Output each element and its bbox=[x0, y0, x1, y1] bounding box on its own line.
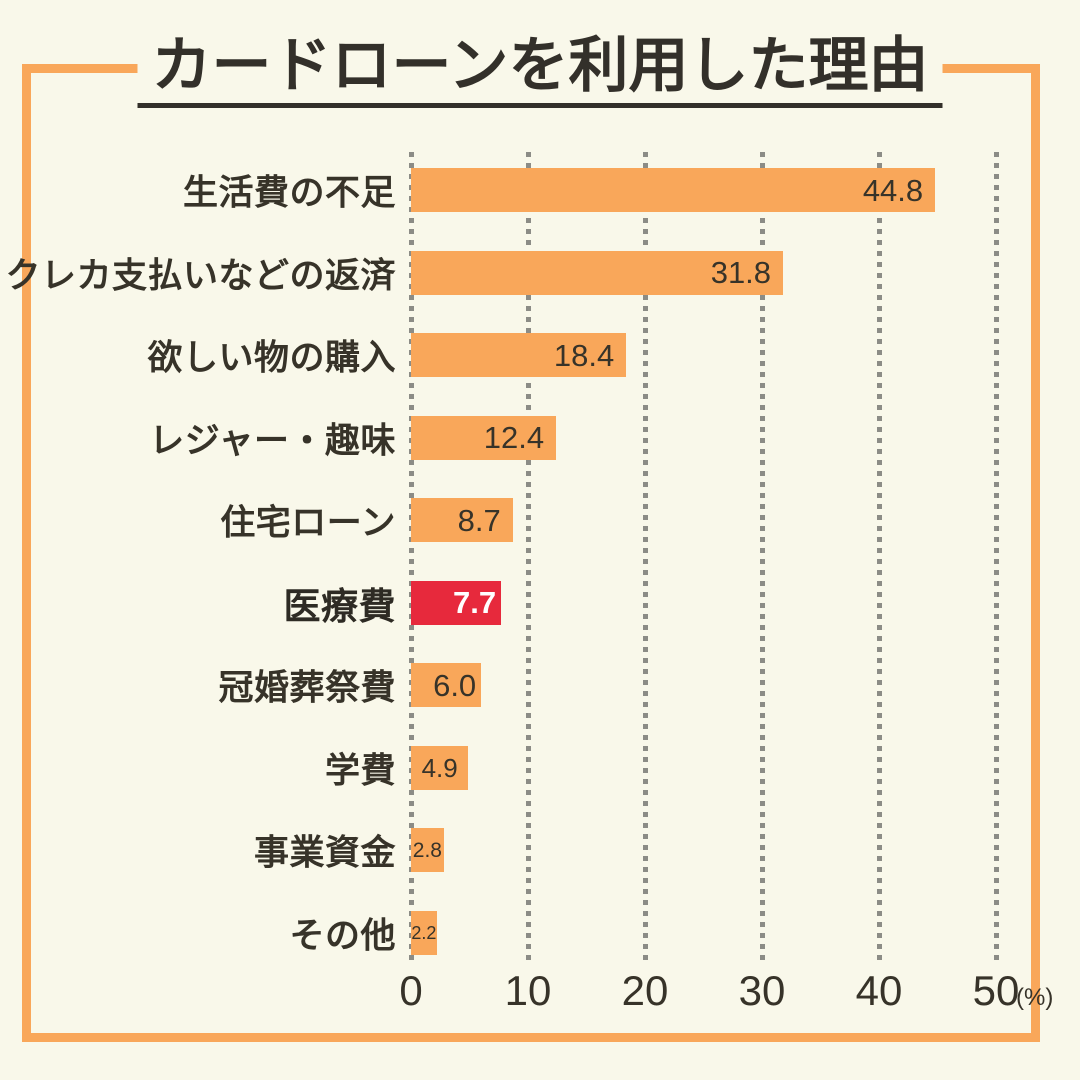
value-label: 6.0 bbox=[433, 667, 477, 703]
category-label: クレカ支払いなどの返済 bbox=[5, 256, 396, 296]
axis-tick-label: 40 bbox=[855, 967, 903, 1014]
axis-unit-label: (%) bbox=[1016, 984, 1054, 1011]
bar-row: 事業資金 2.8 bbox=[0, 809, 1080, 892]
category-label: 事業資金 bbox=[253, 833, 396, 873]
bar-row: レジャー・趣味 12.4 bbox=[0, 397, 1080, 480]
bar: 44.8 bbox=[411, 168, 936, 213]
page-title: カードローンを利用した理由 bbox=[137, 34, 943, 108]
category-label: 欲しい物の購入 bbox=[147, 338, 396, 378]
value-label: 4.9 bbox=[421, 752, 458, 783]
value-label: 44.8 bbox=[862, 172, 924, 208]
x-axis: 0 10 20 30 40 50 (%) bbox=[0, 970, 1080, 1030]
category-label: 医療費 bbox=[283, 585, 396, 627]
category-label: その他 bbox=[289, 916, 396, 956]
bar-row: 欲しい物の購入 18.4 bbox=[0, 314, 1080, 397]
axis-tick-label: 30 bbox=[738, 967, 786, 1014]
bar-row: 住宅ローン 8.7 bbox=[0, 479, 1080, 562]
bar-highlighted: 7.7 bbox=[411, 580, 502, 625]
category-label: 冠婚葬祭費 bbox=[218, 668, 396, 708]
value-label: 31.8 bbox=[710, 255, 772, 291]
bar: 18.4 bbox=[411, 333, 627, 378]
gridline bbox=[759, 152, 765, 966]
bar: 12.4 bbox=[411, 415, 557, 460]
value-label: 12.4 bbox=[483, 420, 545, 456]
axis-tick-label: 20 bbox=[621, 967, 669, 1014]
bar-row: その他 2.2 bbox=[0, 892, 1080, 975]
bar-row: 生活費の不足 44.8 bbox=[0, 149, 1080, 232]
bar: 2.8 bbox=[411, 828, 444, 873]
category-label: レジャー・趣味 bbox=[149, 421, 396, 461]
gridline bbox=[642, 152, 648, 966]
gridline bbox=[408, 152, 414, 966]
bar: 4.9 bbox=[411, 745, 469, 790]
bar: 2.2 bbox=[411, 910, 437, 955]
category-label: 生活費の不足 bbox=[182, 173, 396, 213]
bar-row: 医療費 7.7 bbox=[0, 562, 1080, 645]
category-label: 学費 bbox=[324, 751, 396, 791]
axis-tick-label: 0 bbox=[399, 967, 423, 1014]
gridline bbox=[993, 152, 999, 966]
gridline bbox=[525, 152, 531, 966]
bar: 6.0 bbox=[411, 663, 482, 708]
axis-tick-label: 50 bbox=[972, 967, 1020, 1014]
bar-row: クレカ支払いなどの返済 31.8 bbox=[0, 232, 1080, 315]
bar-chart: 生活費の不足 44.8 クレカ支払いなどの返済 31.8 欲しい物の購入 18.4 レジャー… bbox=[0, 149, 1080, 974]
bar: 31.8 bbox=[411, 250, 784, 295]
value-label: 2.2 bbox=[411, 922, 437, 943]
axis-tick-label: 10 bbox=[504, 967, 552, 1014]
value-label: 18.4 bbox=[553, 337, 615, 373]
bar-row: 冠婚葬祭費 6.0 bbox=[0, 644, 1080, 727]
bar-row: 学費 4.9 bbox=[0, 727, 1080, 810]
value-label: 2.8 bbox=[412, 838, 442, 862]
bar: 8.7 bbox=[411, 498, 513, 543]
value-label: 7.7 bbox=[452, 585, 497, 621]
gridline bbox=[876, 152, 882, 966]
category-label: 住宅ローン bbox=[220, 503, 396, 543]
value-label: 8.7 bbox=[457, 502, 501, 538]
